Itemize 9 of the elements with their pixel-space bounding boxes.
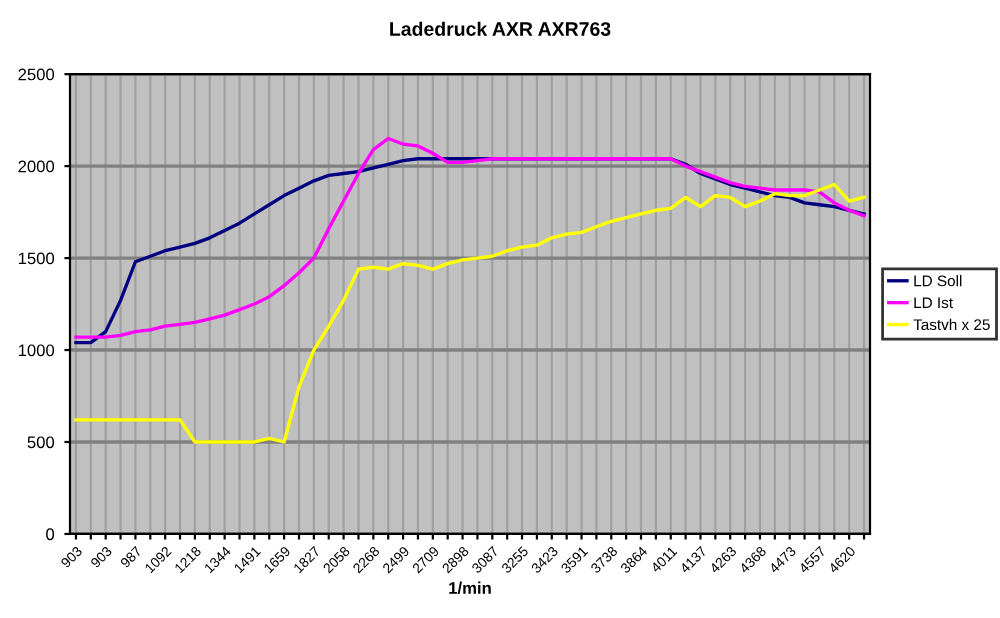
line-series (74, 182, 866, 444)
y-tick-label: 2000 (18, 160, 55, 173)
y-tick-label: 500 (27, 436, 55, 449)
y-tick-label: 2500 (18, 68, 55, 81)
chart-title: Ladedruck AXR AXR763 (390, 21, 611, 36)
y-tick-label: 1500 (18, 252, 55, 265)
y-tick-label: 1000 (18, 344, 55, 357)
x-axis-title: 1/min (449, 581, 491, 595)
y-tick-label: 0 (46, 528, 55, 541)
